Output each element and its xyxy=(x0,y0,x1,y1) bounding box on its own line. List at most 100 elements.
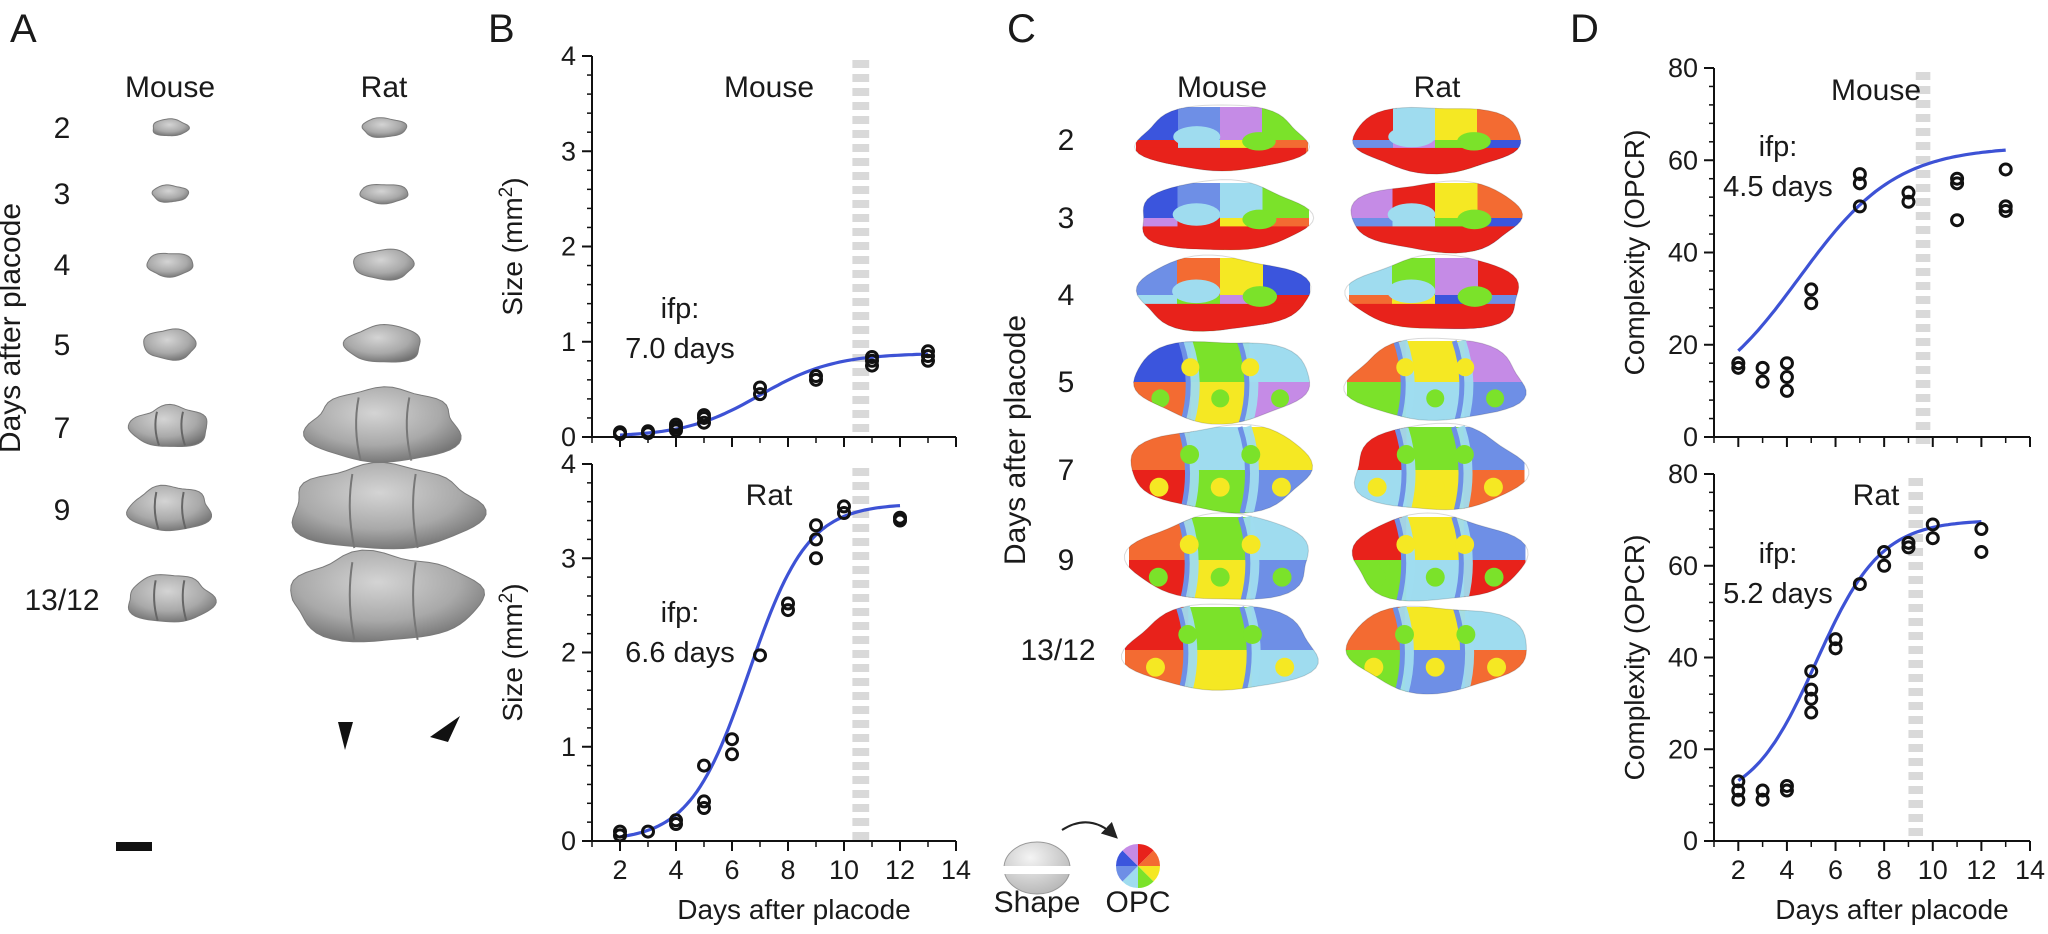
panel-c-day-label: 13/12 xyxy=(1020,634,1095,667)
opc-groove xyxy=(1180,425,1199,514)
opc-wheel-slice xyxy=(1122,844,1138,866)
rat-tooth-image xyxy=(359,183,409,205)
panel-d-letter: D xyxy=(1570,7,1599,51)
opc-region xyxy=(1464,341,1527,383)
opc-wheel-slice xyxy=(1138,844,1154,866)
ifp-label: ifp: xyxy=(661,597,700,629)
growth-band-dash xyxy=(1908,674,1924,682)
growth-band-dash xyxy=(852,102,870,110)
data-point xyxy=(809,532,823,547)
data-point xyxy=(809,369,823,384)
data-point xyxy=(837,506,851,521)
data-point xyxy=(1828,632,1843,647)
growth-band-dash xyxy=(852,130,870,138)
data-point xyxy=(1998,203,2013,218)
opc-patch xyxy=(1484,567,1504,587)
growth-band-dash xyxy=(852,748,870,756)
panel-c-day-label: 5 xyxy=(1058,366,1075,399)
opc-patch xyxy=(1242,625,1262,644)
opc-groove xyxy=(1451,426,1464,510)
rat-tooth-groove xyxy=(348,562,356,640)
growth-band-dash xyxy=(1915,184,1931,192)
panel-a-tooth-images xyxy=(126,117,487,643)
growth-band-dash xyxy=(852,734,870,742)
data-point xyxy=(1804,296,1819,311)
panel-a-col-rat: Rat xyxy=(361,71,408,104)
data-point xyxy=(1755,374,1770,389)
panel-a-day-labels: 2 3 4 5 7 9 13/12 xyxy=(24,112,99,617)
growth-band-dash xyxy=(1915,352,1931,360)
y-tick-label: 4 xyxy=(561,449,576,479)
y-tick-label: 0 xyxy=(1683,422,1698,452)
growth-band-dash xyxy=(1908,506,1924,514)
growth-band-dash xyxy=(852,538,870,546)
rat-tooth-groove xyxy=(412,473,419,549)
data-point xyxy=(1804,664,1819,679)
data-point xyxy=(725,747,739,762)
panel-a-day-label: 3 xyxy=(54,178,71,211)
rat-opc-map xyxy=(1344,253,1520,330)
growth-band-dash xyxy=(1908,548,1924,556)
mouse-tooth-groove xyxy=(181,491,187,530)
rat-tooth-image xyxy=(303,386,462,463)
opc-patch xyxy=(1272,567,1292,587)
opc-region xyxy=(1250,517,1309,561)
panel-a-day-label: 4 xyxy=(54,249,71,282)
growth-band-dash xyxy=(852,424,870,432)
growth-band-dash xyxy=(1908,772,1924,780)
opc-groove xyxy=(1451,516,1464,601)
opc-patch xyxy=(1242,209,1277,230)
growth-band-dash xyxy=(1915,100,1931,108)
data-point xyxy=(1925,531,1940,546)
opc-patch xyxy=(1364,657,1384,677)
chart-d-mouse: 0 20 40 60 80 Mouse ifp: 4.5 days Complexity (OP… xyxy=(1619,53,2031,452)
data-point xyxy=(697,758,711,773)
rat-tooth-image xyxy=(361,117,408,138)
opc-patch xyxy=(1455,535,1475,554)
x-tick-label: 14 xyxy=(2015,855,2045,885)
growth-band-dash xyxy=(852,804,870,812)
shape-label: Shape xyxy=(994,886,1081,919)
growth-band-dash xyxy=(852,510,870,518)
data-point xyxy=(1852,199,1867,214)
y-axis-label: Size (mm2) xyxy=(496,583,528,721)
data-point xyxy=(669,813,683,828)
data-point xyxy=(1779,778,1794,793)
opc-patch xyxy=(1425,567,1445,587)
chart-b-mouse: 0 1 2 3 4 Mouse ifp: 7.0 days Size (mm2) xyxy=(496,41,957,452)
growth-band-dash xyxy=(852,762,870,770)
growth-band-dash xyxy=(1915,212,1931,220)
opc-groove xyxy=(1454,515,1473,601)
opc-region xyxy=(1251,607,1319,651)
x-tick-label: 6 xyxy=(1828,855,1843,885)
x-tick-label: 12 xyxy=(1966,855,1996,885)
opc-patch xyxy=(1396,358,1415,377)
fit-curve xyxy=(619,504,901,839)
growth-band-dash xyxy=(1908,478,1924,486)
growth-band-dash xyxy=(852,214,870,222)
mouse-opc-map xyxy=(1133,341,1311,425)
mouse-tooth-image xyxy=(143,328,197,361)
data-point xyxy=(641,424,655,439)
y-tick-label: 4 xyxy=(561,41,576,71)
fit-curve xyxy=(619,352,929,437)
opc-patch xyxy=(1367,567,1386,587)
panel-a-letter: A xyxy=(10,7,37,51)
y-tick-label: 0 xyxy=(1683,826,1698,856)
growth-band-dash xyxy=(852,832,870,840)
opc-groove xyxy=(1239,606,1252,691)
growth-band-dash xyxy=(852,340,870,348)
opc-region xyxy=(1138,147,1306,171)
opc-patch xyxy=(1395,625,1414,644)
opc-patch xyxy=(1172,279,1221,304)
data-point xyxy=(1804,282,1819,297)
y-tick-label: 40 xyxy=(1668,238,1698,268)
data-point xyxy=(669,417,683,432)
growth-band-dash xyxy=(852,818,870,826)
data-point xyxy=(1974,522,1989,537)
data-point xyxy=(697,408,711,423)
growth-band-dash xyxy=(1908,660,1924,668)
x-tick-label: 10 xyxy=(1918,855,1948,885)
growth-band-dash xyxy=(852,368,870,376)
